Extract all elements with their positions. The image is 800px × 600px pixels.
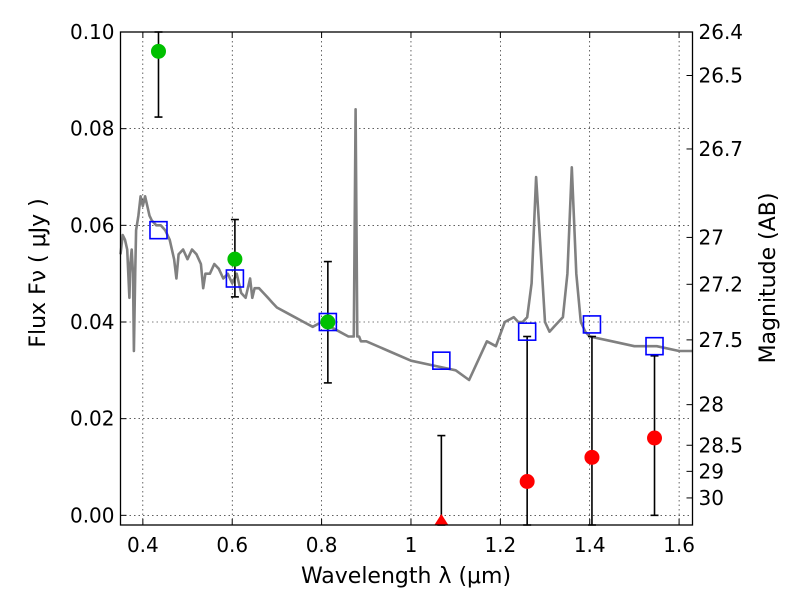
x-tick-label: 1.4 bbox=[574, 533, 606, 557]
x-axis-title: Wavelength λ (μm) bbox=[301, 564, 511, 589]
right-tick-label: 30 bbox=[699, 486, 724, 510]
x-tick-label: 1.6 bbox=[663, 533, 695, 557]
y-tick-label: 0.08 bbox=[70, 117, 115, 141]
right-tick-label: 26.7 bbox=[699, 137, 744, 161]
data-point bbox=[647, 430, 663, 446]
x-tick-label: 1 bbox=[405, 533, 418, 557]
model-photometry-marker bbox=[432, 351, 451, 370]
model-photometry-marker bbox=[645, 336, 664, 356]
plot-frame bbox=[119, 31, 694, 526]
right-tick-label: 26.5 bbox=[699, 64, 744, 88]
model-spectrum-line bbox=[119, 108, 693, 382]
right-tick-label: 27.2 bbox=[699, 272, 744, 296]
data-point bbox=[150, 43, 166, 59]
right-tick-label: 29 bbox=[699, 459, 724, 483]
ticks: 0.4 0.6 0.8 1 1.2 1.4 1.6 0.00 0.02 0.04 0.06 0.08 0… bbox=[70, 20, 743, 557]
data-point bbox=[320, 314, 336, 330]
upper-limit-marker bbox=[434, 514, 449, 525]
model-line-group bbox=[119, 108, 693, 382]
model-photometry-marker bbox=[318, 312, 338, 332]
right-tick-label: 26.4 bbox=[699, 20, 744, 44]
grid bbox=[120, 31, 693, 525]
x-tick-label: 0.4 bbox=[127, 533, 159, 557]
y-tick-label: 0.04 bbox=[70, 310, 115, 334]
data-point bbox=[227, 251, 243, 267]
data-point bbox=[519, 474, 535, 489]
model-photometry-marker bbox=[517, 322, 537, 341]
right-tick-label: 27.5 bbox=[699, 328, 744, 352]
x-tick-label: 0.8 bbox=[306, 533, 338, 557]
x-tick-label: 0.6 bbox=[216, 533, 248, 557]
right-tick-label: 27 bbox=[699, 225, 724, 249]
right-axis-title: Magnitude (AB) bbox=[756, 193, 781, 364]
data-point bbox=[584, 449, 600, 465]
x-tick-label: 1.2 bbox=[484, 533, 516, 557]
model-photometry-marker bbox=[582, 315, 602, 334]
model-photometry-marker bbox=[149, 220, 168, 240]
right-tick-label: 28.5 bbox=[699, 433, 744, 457]
points bbox=[149, 43, 664, 525]
right-tick-label: 28 bbox=[699, 393, 724, 417]
y-tick-label: 0.10 bbox=[70, 20, 115, 44]
y-axis-title: Flux Fν ( μJy ) bbox=[26, 198, 51, 347]
y-tick-label: 0.02 bbox=[70, 407, 115, 431]
model-photometry-marker bbox=[225, 269, 245, 288]
y-tick-label: 0.06 bbox=[70, 213, 115, 237]
y-tick-label: 0.00 bbox=[70, 503, 115, 527]
